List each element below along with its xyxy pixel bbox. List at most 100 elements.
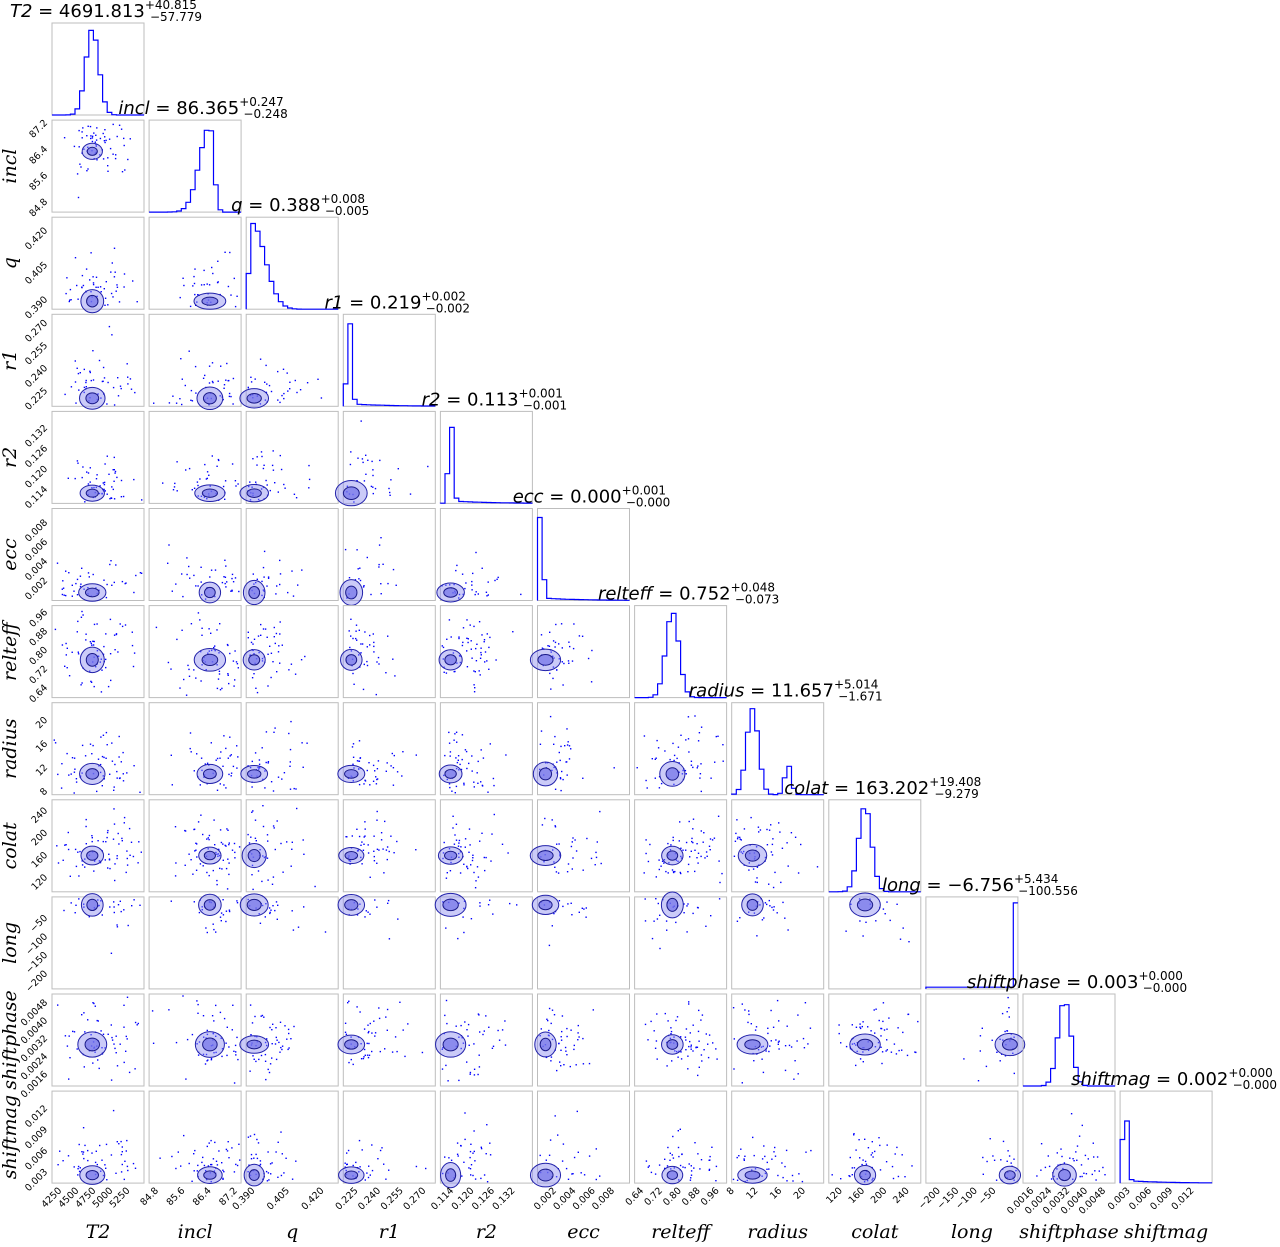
sample-point [472,857,474,859]
sample-point [348,1000,350,1002]
sample-point [744,1180,746,1183]
panel-shiftmag-vs-q [243,1090,339,1187]
sample-point [1085,1173,1088,1175]
sample-point [979,1050,981,1052]
contour-inner [538,767,553,781]
sample-point [112,123,114,126]
sample-point [109,563,111,566]
histogram-r_1 [342,313,436,407]
sample-point [1008,1007,1010,1009]
sample-point [97,899,99,901]
sample-point [568,745,571,747]
sample-point [70,386,73,388]
sample-point [284,1025,286,1027]
sample-point [114,863,116,865]
sample-point [126,772,128,774]
sample-point [693,1167,695,1169]
sample-point [761,1158,764,1160]
sample-point [691,837,693,840]
sample-point [277,904,279,906]
sample-point [201,627,203,629]
sample-point [359,903,361,905]
sample-point [466,650,468,652]
sample-point [1098,1170,1100,1172]
sample-point [122,773,124,775]
sample-point [56,562,59,564]
sample-point [91,644,93,646]
sample-point [73,1031,76,1033]
sample-point [590,857,593,860]
sample-point [469,1073,471,1075]
contour-inner [84,587,100,598]
sample-point [70,902,72,904]
sample-point [690,1170,693,1172]
sample-point [356,828,358,830]
sample-point [196,481,199,483]
sample-point [771,906,773,909]
sample-point [647,1166,649,1168]
sample-point [774,1155,777,1157]
sample-point [193,901,195,903]
y-axis-label: colat [0,822,21,869]
sample-point [458,593,461,596]
sample-point [666,929,668,931]
sample-point [213,646,215,649]
sample-point [289,748,292,751]
sample-point [120,761,122,763]
title-parameter-name: r1 [325,292,344,313]
panel-r_2-vs-r_1 [334,410,436,507]
contour-inner [201,653,219,667]
sample-point [96,790,98,793]
sample-point [687,871,689,873]
sample-point [232,377,235,380]
sample-point [96,1163,98,1166]
sample-point [281,1048,283,1051]
sample-point [68,1035,70,1037]
sample-point [401,775,403,777]
sample-point [554,826,557,828]
sample-point [740,1148,742,1150]
contour-inner [537,653,554,666]
sample-point [378,544,381,546]
sample-point [102,366,105,369]
sample-point [121,1146,123,1148]
contour-inner [666,897,679,912]
sample-point [196,843,198,845]
sample-point [349,860,352,862]
sample-point [446,872,448,874]
sample-point [95,587,97,589]
sample-point [207,1165,210,1167]
sample-point [124,624,127,626]
panel-frame [731,799,825,893]
sample-point [193,770,195,772]
sample-point [710,915,712,917]
sample-point [237,483,239,485]
sample-point [66,752,68,755]
sample-point [709,838,712,840]
sample-point [448,619,451,621]
sample-point [274,482,276,484]
sample-point [446,1022,448,1025]
sample-point [378,566,380,568]
sample-point [201,594,203,596]
sample-point [207,1059,209,1061]
sample-point [303,853,305,855]
sample-point [741,1003,743,1005]
sample-point [262,825,265,828]
sample-point [121,1163,123,1166]
contour-inner [666,1039,679,1050]
sample-point [367,911,369,913]
sample-point [1012,1052,1014,1054]
title-parameter-name: shiftmag [1071,1069,1150,1090]
sample-point [99,771,102,774]
sample-point [577,1151,579,1153]
sample-point [707,1043,709,1045]
sample-point [765,1050,767,1052]
sample-point [443,671,445,673]
sample-point [223,384,226,386]
sample-point [769,1045,771,1047]
sample-point [360,844,362,846]
sample-point [748,911,750,913]
sample-point [98,904,100,907]
sample-point [270,676,272,679]
